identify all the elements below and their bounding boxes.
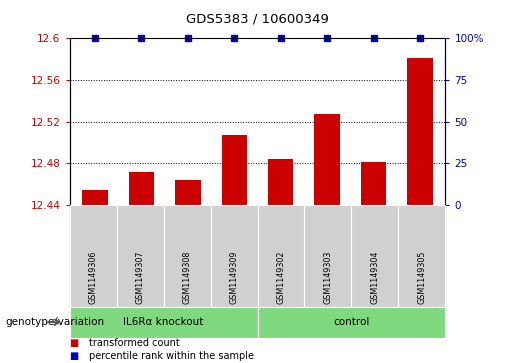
Bar <box>407 58 433 205</box>
Text: GSM1149309: GSM1149309 <box>230 250 238 304</box>
Text: control: control <box>333 317 370 327</box>
Text: ■: ■ <box>70 338 79 348</box>
Bar <box>361 162 386 205</box>
Bar <box>221 135 247 205</box>
Text: GDS5383 / 10600349: GDS5383 / 10600349 <box>186 13 329 26</box>
Bar <box>175 180 201 205</box>
Text: transformed count: transformed count <box>89 338 180 348</box>
Text: ■: ■ <box>70 351 79 362</box>
Text: GSM1149308: GSM1149308 <box>182 250 192 304</box>
Text: GSM1149304: GSM1149304 <box>370 250 380 304</box>
Bar <box>82 191 108 205</box>
Text: GSM1149302: GSM1149302 <box>277 250 285 304</box>
Text: GSM1149307: GSM1149307 <box>135 250 145 304</box>
Text: GSM1149306: GSM1149306 <box>89 250 97 304</box>
Text: IL6Rα knockout: IL6Rα knockout <box>123 317 204 327</box>
Bar <box>314 114 340 205</box>
Text: percentile rank within the sample: percentile rank within the sample <box>89 351 254 362</box>
Bar <box>268 159 294 205</box>
Text: GSM1149305: GSM1149305 <box>418 250 426 304</box>
Text: GSM1149303: GSM1149303 <box>323 250 333 304</box>
Bar <box>129 172 154 205</box>
Text: genotype/variation: genotype/variation <box>5 317 104 327</box>
